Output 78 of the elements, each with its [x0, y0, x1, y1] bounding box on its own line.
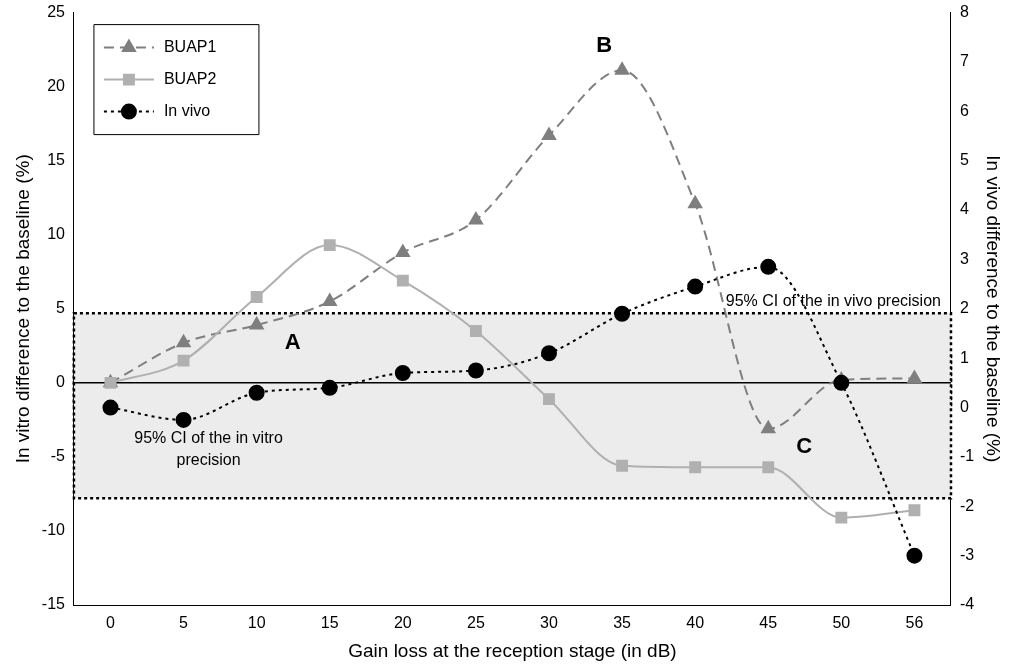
y2-axis-title: In vivo difference to the baseline (%) — [983, 155, 1005, 463]
y-tick-label: 15 — [47, 151, 66, 169]
y2-tick-label: -2 — [959, 496, 975, 514]
point — [833, 374, 850, 391]
point — [322, 293, 337, 306]
point — [762, 461, 775, 474]
legend-label: BUAP1 — [163, 38, 217, 56]
point — [102, 399, 119, 416]
x-tick-label: 50 — [832, 614, 851, 632]
point — [540, 345, 557, 362]
point — [689, 461, 702, 474]
point — [616, 459, 629, 472]
point — [467, 362, 484, 379]
y-tick-label: 10 — [47, 225, 66, 243]
y-tick-label: -5 — [50, 447, 66, 465]
point — [323, 239, 336, 252]
point — [908, 504, 921, 517]
band-label: 95% CI of the in vitro precision — [134, 429, 283, 469]
y2-tick-label: 7 — [959, 52, 969, 70]
y2-tick-label: 8 — [959, 3, 969, 21]
point — [907, 370, 922, 383]
point — [760, 258, 777, 275]
x-axis-title: Gain loss at the reception stage (in dB) — [348, 639, 677, 661]
point — [250, 291, 263, 303]
point — [468, 211, 483, 225]
y-tick-label: 0 — [56, 373, 66, 391]
y2-tick-label: 6 — [959, 101, 969, 119]
y2-tick-label: 5 — [959, 151, 969, 169]
annotation: B — [596, 32, 613, 58]
annotation: A — [284, 329, 301, 355]
y-tick-label: -10 — [41, 521, 66, 539]
y-tick-label: -15 — [41, 595, 66, 613]
y-axis-title: In vitro difference to the baseline (%) — [11, 154, 33, 464]
point — [394, 364, 411, 381]
point — [249, 317, 264, 330]
x-tick-label: 30 — [540, 614, 558, 632]
x-tick-label: 5 — [179, 614, 189, 632]
y2-tick-label: -4 — [959, 595, 975, 613]
y2-tick-label: -3 — [959, 546, 975, 564]
point — [906, 547, 923, 564]
x-tick-label: 56 — [905, 614, 924, 632]
point — [469, 325, 482, 337]
point — [761, 420, 776, 434]
y2-tick-label: 2 — [959, 299, 969, 317]
x-tick-label: 0 — [106, 614, 116, 632]
y2-tick-label: 4 — [959, 200, 969, 218]
point — [396, 274, 409, 287]
point — [543, 393, 555, 406]
point — [541, 127, 557, 141]
legend-label: In vivo — [163, 102, 211, 120]
x-tick-label: 10 — [247, 614, 266, 632]
x-tick-label: 35 — [613, 614, 632, 632]
y2-tick-label: -1 — [959, 447, 975, 465]
annotation: C — [796, 432, 813, 458]
band-label: 95% CI of the in vivo precision — [725, 291, 941, 309]
point — [176, 334, 191, 348]
point — [835, 511, 848, 524]
x-tick-label: 15 — [320, 614, 339, 632]
y2-tick-label: 1 — [959, 348, 969, 366]
legend-label: BUAP2 — [163, 70, 217, 88]
y-tick-label: 25 — [47, 3, 66, 21]
point — [615, 62, 630, 75]
point — [177, 354, 190, 367]
y2-tick-label: 3 — [959, 249, 969, 267]
x-tick-label: 45 — [759, 614, 778, 632]
y-tick-label: 20 — [47, 77, 66, 95]
x-tick-label: 40 — [686, 614, 705, 632]
y2-tick-label: 0 — [959, 397, 969, 415]
point — [321, 379, 338, 396]
point — [395, 244, 410, 258]
point — [687, 278, 704, 295]
x-tick-label: 25 — [467, 614, 485, 632]
y-tick-label: 5 — [56, 299, 66, 317]
x-tick-label: 20 — [393, 614, 412, 632]
point — [614, 305, 631, 322]
point — [248, 384, 265, 401]
point — [688, 195, 703, 209]
point — [175, 411, 192, 428]
